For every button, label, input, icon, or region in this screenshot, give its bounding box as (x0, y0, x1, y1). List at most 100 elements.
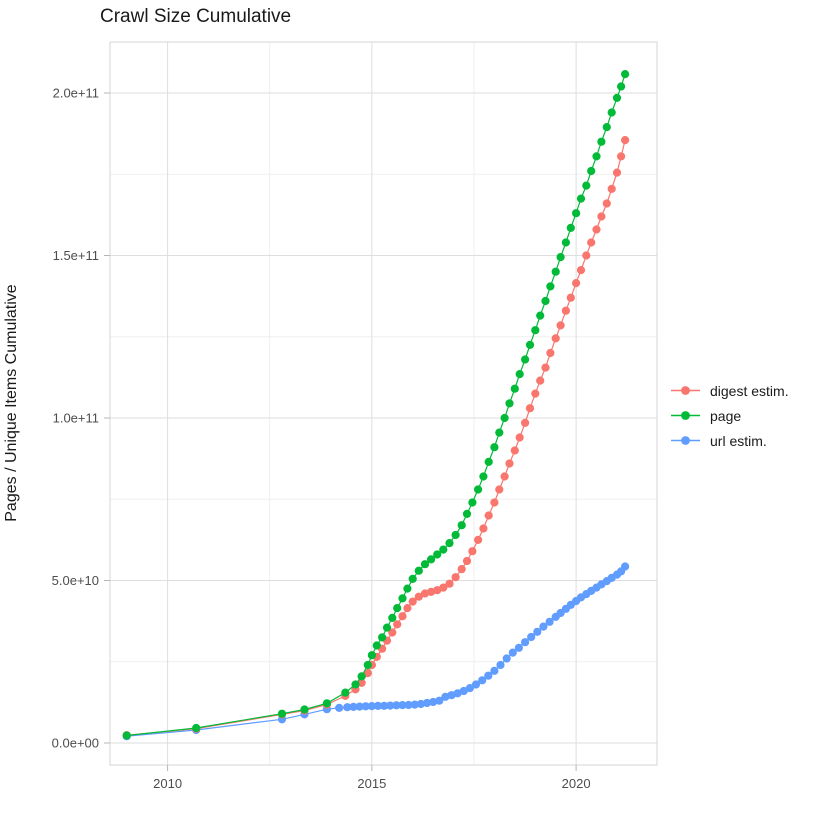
data-point-page (617, 82, 626, 91)
data-point-page (541, 296, 550, 306)
data-point-url-estim (514, 643, 524, 652)
legend-item-url-estim: url estim. (668, 428, 824, 453)
data-point-digest-estim (576, 266, 586, 275)
data-point-digest-estim (462, 556, 472, 566)
data-point-url-estim (527, 632, 536, 642)
x-tick-label: 2015 (357, 776, 386, 791)
data-point-page (536, 311, 545, 320)
data-point-digest-estim (556, 321, 565, 330)
data-point-page (490, 443, 499, 452)
data-point-digest-estim (536, 376, 545, 385)
data-point-page (300, 705, 309, 714)
data-point-digest-estim (617, 152, 626, 161)
data-point-digest-estim (521, 418, 530, 427)
data-point-page (192, 723, 201, 733)
data-point-page (515, 370, 524, 379)
data-point-page (363, 660, 372, 670)
data-point-digest-estim (451, 573, 460, 582)
data-point-page (445, 539, 454, 548)
data-point-page (546, 282, 555, 291)
data-point-digest-estim (484, 511, 493, 520)
data-point-url-estim (355, 702, 364, 711)
data-point-page (382, 623, 392, 632)
data-point-url-estim (361, 702, 370, 711)
data-point-url-estim (416, 699, 425, 709)
data-point-digest-estim (561, 306, 571, 315)
data-point-page (439, 545, 448, 554)
data-point-page (479, 472, 488, 481)
data-point-page (510, 384, 519, 393)
data-point-digest-estim (495, 485, 504, 494)
data-point-page (500, 413, 509, 423)
data-point-digest-estim (607, 184, 616, 193)
data-point-page (122, 731, 131, 740)
data-point-page (357, 672, 366, 681)
data-point-url-estim (508, 648, 517, 657)
legend-key-icon (671, 386, 700, 395)
chart-title: Crawl Size Cumulative (100, 6, 292, 27)
data-point-digest-estim (398, 612, 407, 621)
data-point-digest-estim (474, 535, 483, 545)
legend-label-page: page (710, 407, 742, 424)
data-point-url-estim (484, 671, 493, 680)
data-point-page (592, 152, 601, 161)
data-point-digest-estim (500, 472, 509, 481)
legend-label-url-estim: url estim. (710, 432, 767, 449)
data-point-url-estim (410, 700, 419, 709)
data-point-page (433, 550, 442, 559)
data-point-digest-estim (393, 620, 402, 629)
data-point-digest-estim (468, 547, 477, 556)
data-point-digest-estim (612, 168, 622, 177)
data-point-url-estim (490, 666, 499, 675)
data-point-page (408, 574, 417, 584)
data-point-digest-estim (546, 348, 555, 358)
series-line-digest-estim (126, 139, 626, 736)
data-point-url-estim (343, 703, 352, 712)
y-tick-label: 1.0e+11 (53, 410, 99, 425)
data-point-digest-estim (541, 363, 550, 372)
data-point-page (372, 641, 381, 650)
data-point-page (495, 428, 504, 437)
data-point-page (576, 194, 586, 203)
data-point-digest-estim (592, 225, 601, 234)
data-point-digest-estim (490, 498, 499, 507)
data-point-url-estim (335, 703, 344, 713)
data-point-page (525, 340, 535, 349)
data-point-digest-estim (414, 592, 423, 601)
data-point-page (468, 498, 477, 507)
data-point-page (551, 267, 560, 276)
data-point-page (621, 70, 630, 79)
data-point-page (556, 253, 565, 262)
data-point-digest-estim (510, 446, 519, 455)
data-point-url-estim (496, 660, 505, 670)
data-point-url-estim (367, 702, 376, 711)
data-point-url-estim (471, 680, 481, 689)
data-point-digest-estim (597, 212, 606, 221)
data-point-url-estim (349, 702, 358, 712)
data-point-digest-estim (505, 459, 514, 468)
data-point-digest-estim (388, 628, 397, 637)
data-point-url-estim (422, 698, 432, 708)
data-point-digest-estim (572, 279, 581, 288)
data-point-digest-estim (602, 199, 611, 208)
data-point-page (612, 93, 622, 102)
y-tick-label: 1.5e+11 (53, 248, 99, 263)
data-point-digest-estim (439, 583, 448, 592)
data-point-page (582, 181, 591, 190)
data-point-url-estim (621, 562, 630, 571)
data-point-page (607, 108, 616, 117)
data-point-page (427, 555, 436, 564)
data-point-page (531, 326, 540, 335)
panel-border (109, 41, 658, 766)
data-point-page (378, 633, 387, 642)
data-point-url-estim (392, 701, 401, 710)
data-point-url-estim (539, 622, 548, 631)
data-point-url-estim (386, 701, 395, 710)
data-point-digest-estim (408, 597, 417, 606)
data-point-url-estim (459, 686, 468, 696)
data-point-page (398, 594, 407, 603)
data-point-digest-estim (525, 404, 535, 413)
data-point-page (414, 566, 423, 575)
data-point-digest-estim (515, 433, 524, 442)
